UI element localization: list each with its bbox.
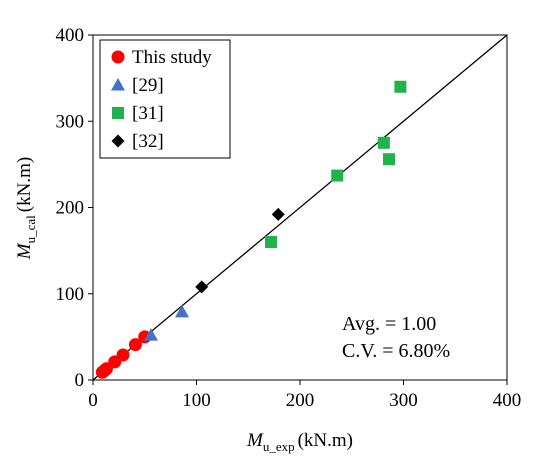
- data-point-diamond: [195, 280, 209, 294]
- x-tick-label: 400: [493, 390, 522, 411]
- y-tick-label: 100: [56, 284, 85, 305]
- y-tick-label: 200: [56, 198, 85, 219]
- legend: This study [29] [31] [32]: [99, 39, 231, 159]
- legend-label: [32]: [132, 131, 164, 152]
- legend-label: This study: [132, 47, 212, 68]
- y-tick-label: 0: [75, 370, 85, 391]
- data-point-square: [265, 236, 278, 248]
- data-point-square: [377, 136, 390, 149]
- data-point-square: [331, 169, 344, 182]
- axis-ticks-layer: 0 100 200 300 400 0 100 200 300 400: [56, 25, 522, 411]
- x-tick-label: 200: [286, 390, 315, 411]
- reference-line: [92, 34, 508, 381]
- y-tick-label: 300: [56, 111, 85, 132]
- legend-marker-diamond: [111, 134, 125, 148]
- data-point-diamond: [271, 207, 285, 221]
- data-point-circle: [116, 348, 130, 362]
- x-tick-label: 100: [182, 390, 211, 411]
- legend-marker-circle: [111, 50, 125, 64]
- annotation-average: Avg. = 1.00: [342, 313, 436, 335]
- legend-label: [29]: [132, 75, 164, 96]
- legend-marker-triangle: [111, 78, 125, 91]
- x-axis-title: Mu_exp (kN.m): [246, 430, 353, 454]
- legend-label: [31]: [132, 103, 164, 124]
- legend-marker-square: [112, 107, 124, 119]
- data-point-triangle: [175, 304, 190, 318]
- data-point-triangle: [143, 328, 158, 341]
- annotation-cv: C.V. = 6.80%: [342, 340, 450, 362]
- x-tick-label: 300: [389, 390, 418, 411]
- y-tick-label: 400: [56, 25, 85, 46]
- x-tick-label: 0: [88, 390, 98, 411]
- data-point-square: [383, 153, 396, 166]
- data-point-square: [394, 80, 407, 93]
- reference-line-layer: [92, 34, 508, 381]
- data-points-layer: [95, 80, 407, 379]
- data-point-circle: [128, 338, 142, 352]
- y-axis-title: Mu_cal(kN.m): [14, 157, 38, 260]
